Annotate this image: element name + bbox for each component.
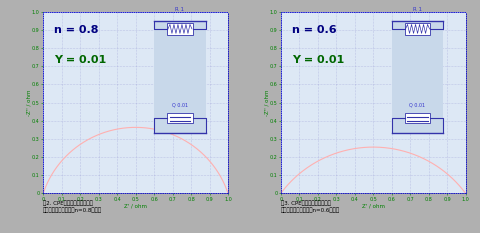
Text: Q 0.01: Q 0.01: [409, 103, 426, 108]
FancyBboxPatch shape: [392, 21, 444, 134]
Text: Y = 0.01: Y = 0.01: [54, 55, 107, 65]
Text: Y = 0.01: Y = 0.01: [292, 55, 344, 65]
Text: R 1: R 1: [176, 7, 184, 12]
Text: 図3. CPEと抵抗の並列回路の
ナイキストプロット、n=0.6の場合: 図3. CPEと抵抗の並列回路の ナイキストプロット、n=0.6の場合: [281, 200, 340, 213]
Text: n = 0.8: n = 0.8: [54, 25, 99, 35]
FancyBboxPatch shape: [167, 113, 193, 123]
Text: R 1: R 1: [413, 7, 422, 12]
Text: 図2. CPEと抵抗の並列回路の
ナイキストプロット、n=0.8の場合: 図2. CPEと抵抗の並列回路の ナイキストプロット、n=0.8の場合: [43, 200, 102, 213]
FancyBboxPatch shape: [154, 21, 206, 134]
Text: Q 0.01: Q 0.01: [172, 103, 188, 108]
X-axis label: Z' / ohm: Z' / ohm: [124, 203, 147, 208]
Text: n = 0.6: n = 0.6: [292, 25, 336, 35]
FancyBboxPatch shape: [167, 23, 193, 35]
Y-axis label: -Z'' / ohm: -Z'' / ohm: [27, 89, 32, 116]
Y-axis label: -Z'' / ohm: -Z'' / ohm: [264, 89, 270, 116]
FancyBboxPatch shape: [405, 113, 431, 123]
FancyBboxPatch shape: [405, 23, 431, 35]
X-axis label: Z' / ohm: Z' / ohm: [362, 203, 384, 208]
